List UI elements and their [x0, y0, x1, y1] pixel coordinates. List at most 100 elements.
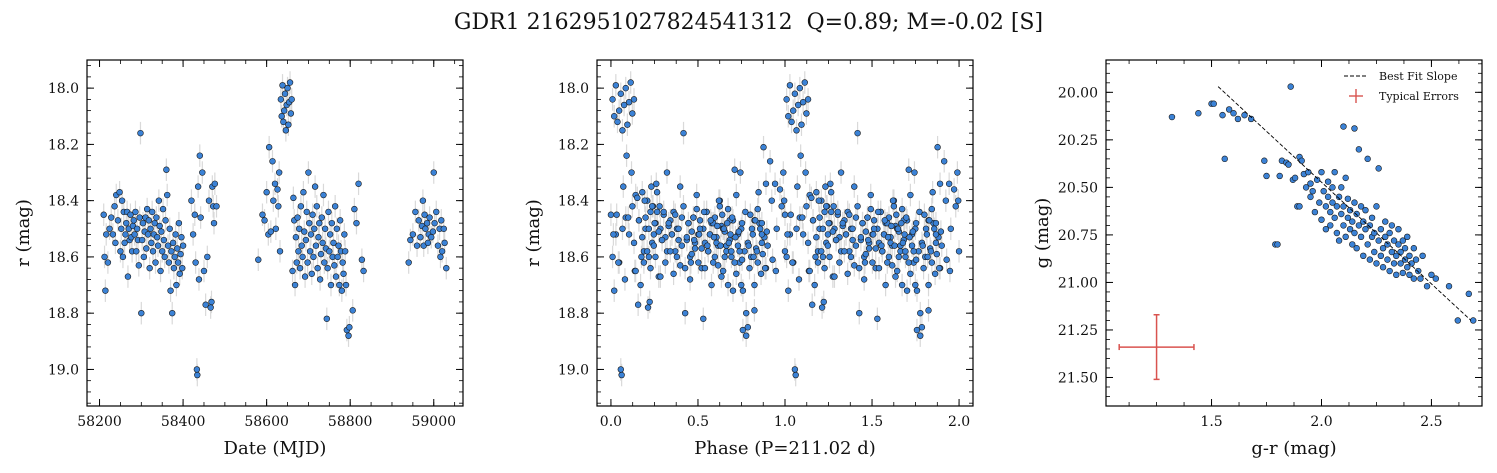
data-point [808, 194, 815, 202]
data-point [159, 248, 166, 255]
data-point [650, 242, 657, 249]
data-point [806, 267, 813, 275]
data-point [1338, 210, 1345, 218]
data-point [127, 211, 134, 218]
data-point [756, 225, 764, 232]
data-point [823, 203, 830, 210]
data-point [700, 315, 707, 322]
data-point [625, 231, 633, 238]
data-point [143, 205, 151, 213]
data-point [1384, 241, 1391, 248]
data-point [804, 239, 812, 247]
data-point [305, 169, 312, 176]
data-point [323, 315, 331, 322]
data-point [261, 217, 268, 224]
fit-line [1217, 86, 1472, 321]
data-point [1395, 225, 1402, 233]
data-point [159, 205, 167, 213]
data-point [925, 307, 932, 314]
data-point [673, 253, 681, 261]
data-point [340, 270, 347, 277]
data-point [795, 276, 803, 283]
data-point [423, 219, 431, 227]
data-point [929, 189, 936, 196]
data-point [287, 110, 295, 117]
data-point [814, 259, 822, 266]
y-tick-label: 20.50 [1058, 180, 1098, 196]
data-point [1324, 193, 1332, 201]
data-point [653, 208, 661, 216]
data-point [1401, 245, 1409, 252]
data-point [785, 113, 792, 120]
data-point [173, 281, 180, 289]
data-point [202, 301, 209, 308]
data-point [191, 211, 198, 218]
data-point [681, 309, 689, 317]
data-point [334, 253, 341, 261]
data-point [690, 214, 697, 221]
x-tick-label: 58800 [328, 414, 373, 430]
data-point [1373, 203, 1380, 210]
data-point [1393, 271, 1400, 279]
y-tick-label: 18.8 [48, 306, 79, 322]
data-point [1432, 275, 1440, 282]
data-point [742, 208, 749, 216]
data-point [1353, 210, 1360, 218]
data-point [715, 197, 723, 204]
data-point [296, 264, 304, 272]
data-point [1375, 165, 1382, 172]
data-point [917, 332, 924, 339]
data-point [162, 217, 169, 224]
data-point [739, 287, 747, 294]
data-point [799, 98, 807, 106]
data-point [629, 110, 636, 117]
data-point [852, 242, 860, 249]
data-point [1324, 178, 1332, 185]
data-point [831, 273, 838, 280]
x-tick-label: 2.0 [1310, 414, 1332, 430]
data-point [177, 250, 184, 258]
data-point [802, 169, 809, 176]
typical-errors-marker [1118, 313, 1195, 381]
data-point [747, 211, 754, 218]
data-point [717, 242, 724, 249]
data-point [816, 214, 823, 221]
data-point [341, 248, 349, 255]
data-point [791, 90, 799, 97]
data-point [138, 309, 145, 317]
data-point [615, 259, 622, 266]
data-point [431, 219, 438, 227]
data-point [861, 259, 869, 266]
y-tick-label: 18.2 [48, 137, 79, 153]
data-point [1412, 256, 1420, 263]
data-point [698, 245, 705, 252]
data-point [1382, 218, 1389, 225]
data-point [146, 264, 153, 272]
data-point [695, 259, 702, 266]
data-point [796, 84, 804, 92]
data-point [875, 264, 883, 272]
data-point [149, 248, 157, 255]
data-point [648, 203, 656, 210]
data-point [1390, 260, 1398, 267]
data-point [104, 259, 112, 266]
x-tick-label: 0.5 [687, 414, 709, 430]
data-point [639, 234, 646, 241]
data-point [290, 194, 297, 202]
legend-label-fit: Best Fit Slope [1379, 70, 1457, 83]
data-point [912, 219, 920, 227]
data-point [733, 270, 740, 277]
y-axis-label: r (mag) [523, 199, 544, 267]
data-point [637, 281, 644, 289]
data-point [161, 253, 168, 261]
data-point [153, 234, 161, 241]
data-point [725, 239, 733, 247]
data-point [786, 82, 794, 89]
data-point [937, 228, 945, 235]
data-point [867, 205, 874, 213]
data-point [300, 189, 307, 196]
data-point [625, 98, 633, 106]
data-point [614, 118, 621, 126]
data-point [778, 203, 785, 210]
data-point [648, 183, 655, 190]
